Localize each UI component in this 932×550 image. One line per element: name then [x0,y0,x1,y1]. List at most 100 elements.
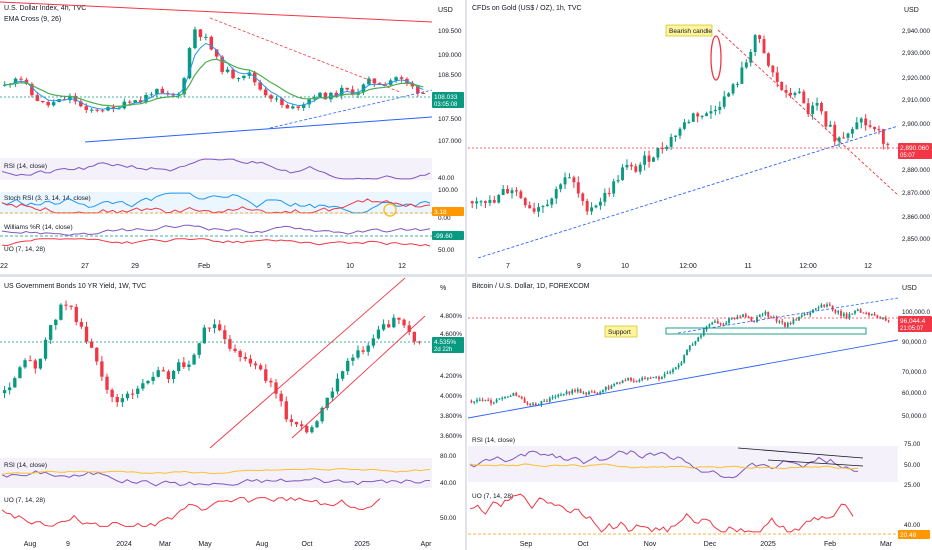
stoch-badge-bg [432,207,464,216]
candle-body [187,48,192,79]
dxy-x-tick: 10 [346,263,354,270]
candle-body [479,201,483,203]
candle-body [767,312,770,317]
rsi-ma-line [469,463,859,470]
candle-body [528,205,532,209]
chart-gold-svg[interactable]: CFDs on Gold (US$ / OZ), 1h, TVC USD Beari… [468,0,932,272]
chart-panel-gold[interactable]: CFDs on Gold (US$ / OZ), 1h, TVC USD Beari… [468,0,932,272]
candle-body [666,372,669,374]
candle-body [394,77,398,81]
candle-body [870,313,873,316]
candle-body [33,360,37,369]
chart-us10y-svg[interactable]: US Government Bonds 10 YR Yield, 1W, TVC… [0,278,464,550]
candle-body [156,370,160,377]
candle-body [711,322,714,325]
candle-body [228,339,232,349]
candle-body [410,82,415,87]
candle-body [887,320,890,322]
stoch-tick-bottom: 0.00 [438,215,451,222]
chart-panel-btc[interactable]: Bitcoin / U.S. Dollar, 1D, FOREXCOM USD Su… [468,278,932,550]
candle-body [30,83,34,96]
y-tick: 107.500 [438,116,462,123]
candle-body [296,106,301,108]
rsi-tick-50: 50.00 [904,462,921,469]
y-tick: 4.800% [440,313,462,320]
candle-body [526,402,529,405]
currency-label: % [440,285,446,292]
candle-body [678,128,682,136]
candle-body [509,395,512,397]
y-tick: 2,880.000 [902,167,931,174]
candle-body [504,396,506,398]
candle-body [688,345,691,350]
rsi-line [1,158,431,180]
y-tick: 109.000 [438,52,462,59]
btc-x-tick: Dec [704,541,717,548]
candle-body [786,322,789,327]
candle-body [590,391,593,393]
candle-body [274,382,278,394]
candle-body [177,362,181,372]
candle-body [722,324,725,326]
candle-body [702,329,705,336]
candle-body [64,304,68,306]
chart-dxy-svg[interactable]: U.S. Dollar Index, 4h, TVC EMA Cross (9, … [0,0,464,272]
y-tick: 4.600% [440,331,462,338]
chart-panel-dxy[interactable]: U.S. Dollar Index, 4h, TVC EMA Cross (9, … [0,0,464,272]
candle-body [803,313,806,316]
candle-body [545,204,549,207]
descending-trend-dashed [209,17,401,93]
candle-body [658,376,660,380]
candle-body [144,95,148,102]
candle-body [510,190,514,194]
uo-label: UO (7, 14, 28) [4,246,45,253]
candle-body [74,306,78,323]
support-trend-dashed [269,89,433,129]
ascending-trend-dashed [677,297,899,334]
us10y-x-tick: Apr [421,541,433,548]
candle-body [596,393,599,395]
candle-body [161,370,166,372]
candle-body [756,317,758,322]
candle-body [598,201,602,206]
candle-body [529,404,532,406]
candle-body [69,305,73,307]
candle-body [339,87,344,96]
candle-body [376,329,381,339]
candle-body [305,426,309,433]
candle-body [800,315,803,317]
candle-body [519,191,523,199]
candle-body [151,376,155,381]
btc-x-tick: Mar [880,541,893,548]
candle-body [417,341,422,343]
candle-body [700,116,704,118]
chart-panel-us10y[interactable]: US Government Bonds 10 YR Yield, 1W, TVC… [0,278,464,550]
candle-body [279,393,283,402]
currency-label: USD [902,285,917,292]
stoch-badge-value: 3.18 [434,209,447,216]
candle-body [111,107,116,109]
candle-body [630,377,632,381]
candle-body [837,311,840,313]
candle-body [46,102,50,106]
candle-body [641,377,644,381]
candle-body [84,326,89,342]
candle-body [412,331,416,342]
rsi-ma-line [1,467,431,475]
candle-body [579,389,582,394]
candle-body [253,363,258,366]
candle-body [182,362,186,367]
dxy-x-tick: 5 [267,263,271,270]
candle-body [831,305,834,311]
candle-body [289,419,294,422]
candle-body [214,49,219,57]
candle-body [585,200,589,212]
candle-body [541,206,545,208]
chart-btc-svg[interactable]: Bitcoin / U.S. Dollar, 1D, FOREXCOM USD Su… [468,278,932,550]
candle-body [59,304,63,320]
candle-body [582,392,585,394]
candle-body [146,380,150,384]
stoch-k-line [1,192,431,214]
candle-body [361,350,365,352]
candle-body [492,402,495,404]
